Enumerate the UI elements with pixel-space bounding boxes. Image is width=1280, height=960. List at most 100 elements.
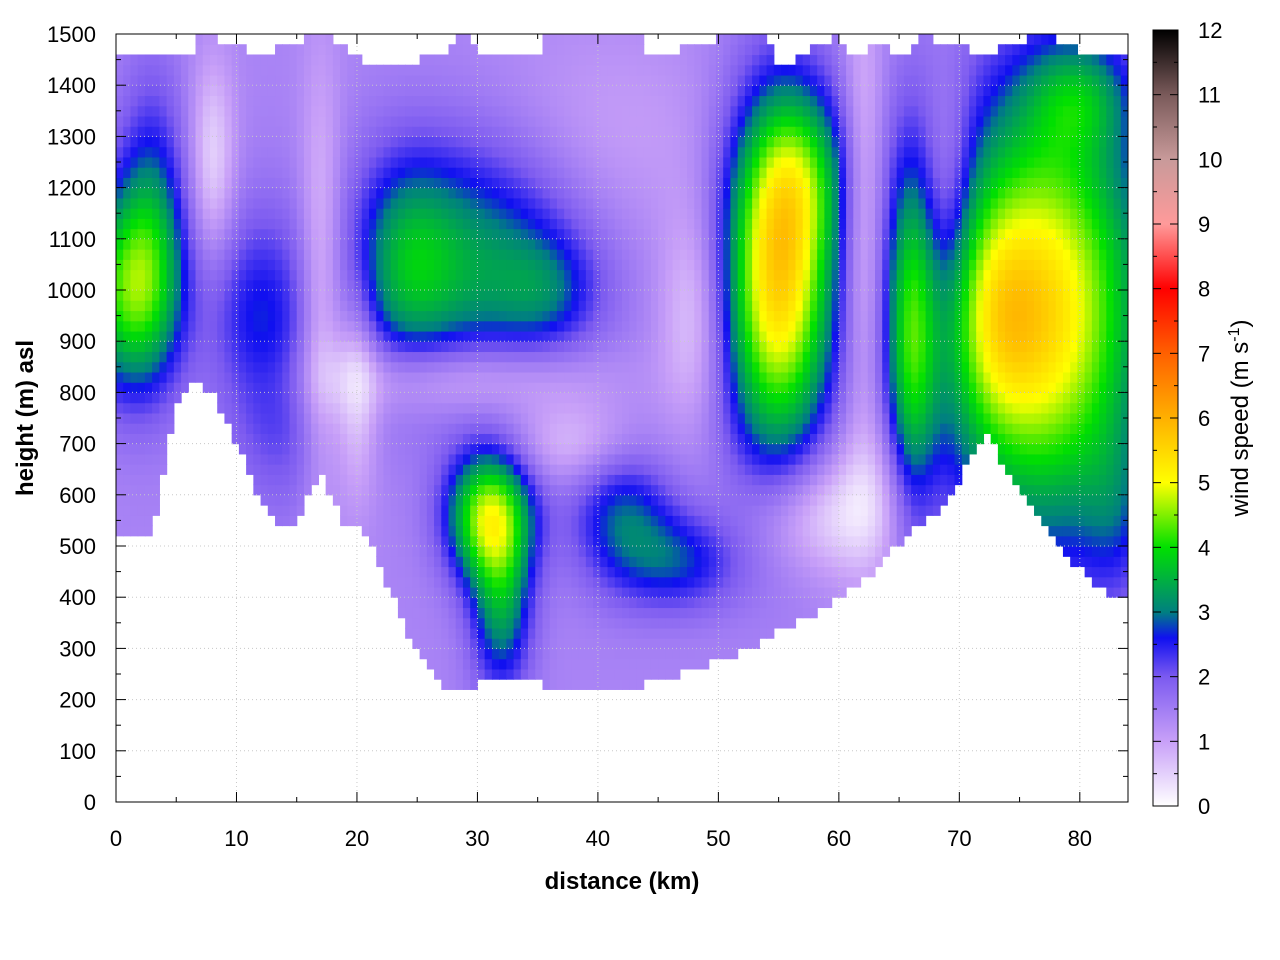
heatmap-cell [267, 300, 276, 312]
heatmap-cell [470, 269, 479, 281]
heatmap-cell [679, 484, 688, 496]
heatmap-cell [123, 494, 132, 506]
heatmap-cell [759, 433, 768, 445]
heatmap-cell [788, 597, 797, 609]
heatmap-cell [506, 238, 515, 250]
heatmap-cell [701, 54, 710, 66]
heatmap-cell [499, 494, 507, 506]
heatmap-cell [781, 228, 789, 240]
heatmap-cell [701, 515, 710, 527]
heatmap-cell [130, 136, 139, 148]
heatmap-cell [405, 484, 413, 496]
heatmap-cell [383, 146, 392, 158]
heatmap-cell [282, 197, 291, 209]
heatmap-cell [311, 44, 319, 56]
heatmap-cell [593, 330, 601, 342]
heatmap-cell [752, 371, 760, 383]
heatmap-cell [260, 64, 269, 76]
heatmap-cell [781, 617, 789, 629]
heatmap-cell [448, 105, 457, 117]
heatmap-cell [629, 607, 638, 619]
heatmap-cell [556, 54, 565, 66]
heatmap-cell [600, 208, 609, 219]
heatmap-cell [289, 187, 298, 199]
heatmap-cell [506, 443, 515, 455]
heatmap-cell [173, 320, 182, 332]
heatmap-cell [535, 320, 544, 332]
heatmap-cell [484, 382, 493, 393]
heatmap-cell [542, 433, 551, 445]
heatmap-cell [730, 648, 739, 660]
heatmap-cell [318, 320, 327, 332]
heatmap-cell [687, 279, 695, 291]
heatmap-cell [578, 668, 587, 680]
heatmap-cell [231, 74, 240, 86]
heatmap-cell [123, 269, 132, 281]
heatmap-cell [542, 566, 551, 578]
heatmap-cell [737, 576, 746, 588]
heatmap-cell [347, 54, 356, 66]
heatmap-cell [412, 382, 421, 393]
heatmap-cell [614, 392, 623, 404]
heatmap-cell [477, 658, 486, 670]
heatmap-cell [347, 105, 356, 117]
heatmap-cell [217, 167, 226, 178]
heatmap-cell [578, 208, 587, 219]
heatmap-cell [311, 279, 319, 291]
heatmap-cell [152, 167, 160, 178]
heatmap-cell [643, 576, 652, 588]
heatmap-cell [231, 146, 240, 158]
heatmap-cell [303, 443, 312, 455]
heatmap-cell [708, 453, 717, 465]
heatmap-cell [441, 64, 450, 76]
heatmap-cell [614, 85, 623, 97]
heatmap-cell [238, 115, 247, 127]
heatmap-cell [412, 269, 421, 281]
heatmap-cell [455, 146, 464, 158]
heatmap-cell [773, 320, 782, 332]
heatmap-cell [694, 546, 703, 557]
heatmap-cell [289, 351, 298, 363]
heatmap-cell [181, 228, 189, 240]
heatmap-cell [383, 126, 392, 137]
heatmap-cell [636, 648, 645, 660]
heatmap-cell [513, 412, 522, 424]
heatmap-cell [643, 423, 652, 434]
heatmap-cell [585, 412, 594, 424]
heatmap-cell [564, 54, 572, 66]
heatmap-cell [202, 105, 211, 117]
heatmap-cell [694, 44, 703, 56]
heatmap-cell [549, 515, 558, 527]
heatmap-cell [376, 115, 385, 127]
heatmap-cell [607, 484, 616, 496]
heatmap-cell [462, 126, 471, 137]
heatmap-cell [694, 412, 703, 424]
heatmap-cell [275, 136, 283, 148]
heatmap-cell [585, 330, 594, 342]
heatmap-cell [715, 320, 724, 332]
heatmap-cell [679, 371, 688, 383]
heatmap-cell [752, 597, 760, 609]
heatmap-cell [535, 361, 544, 373]
heatmap-cell [723, 505, 732, 516]
heatmap-cell [636, 167, 645, 178]
heatmap-cell [694, 330, 703, 342]
heatmap-cell [571, 54, 580, 66]
heatmap-cell [556, 156, 565, 168]
heatmap-cell [455, 310, 464, 322]
heatmap-cell [629, 679, 638, 690]
heatmap-cell [571, 617, 580, 629]
heatmap-cell [434, 515, 442, 527]
heatmap-cell [455, 525, 464, 537]
heatmap-cell [318, 126, 327, 137]
heatmap-cell [390, 136, 399, 148]
heatmap-cell [224, 105, 233, 117]
heatmap-cell [607, 187, 616, 199]
heatmap-cell [679, 494, 688, 506]
heatmap-cell [636, 64, 645, 76]
heatmap-cell [556, 115, 565, 127]
heatmap-cell [376, 453, 385, 465]
heatmap-cell [455, 228, 464, 240]
heatmap-cell [585, 443, 594, 455]
heatmap-cell [622, 658, 630, 670]
